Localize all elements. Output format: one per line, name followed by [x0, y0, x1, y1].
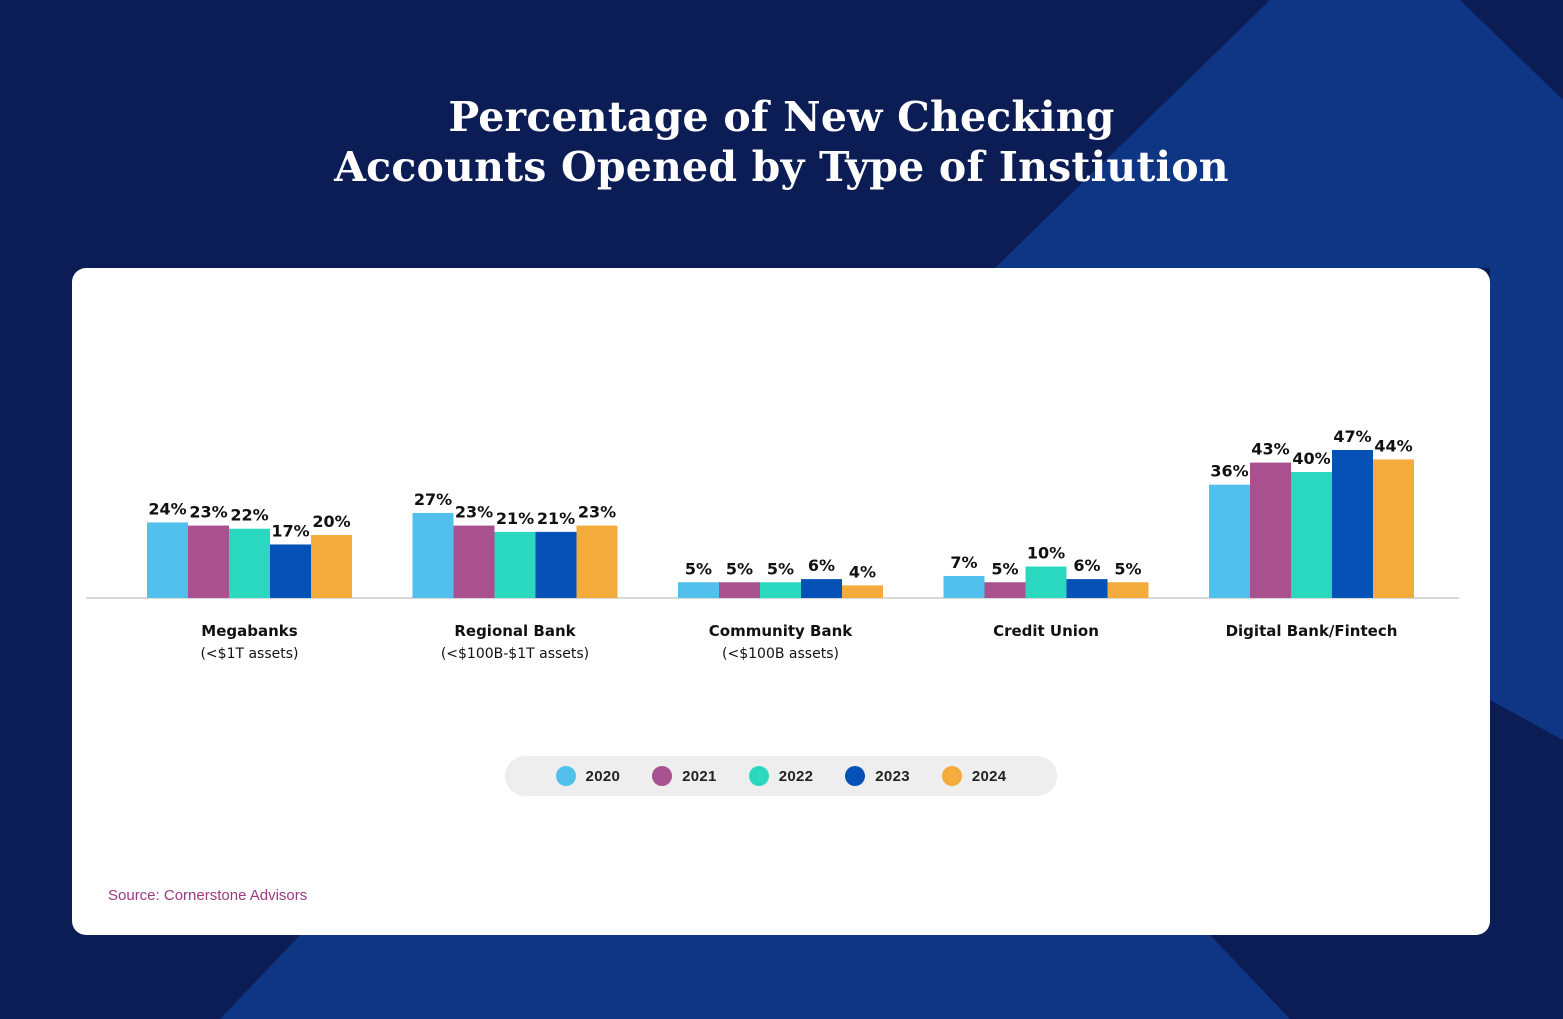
bar-2023 — [270, 544, 311, 598]
legend-label-2022: 2022 — [778, 767, 814, 785]
data-label: 20% — [312, 512, 350, 531]
data-label: 6% — [1073, 556, 1100, 575]
bar-2020 — [678, 582, 719, 598]
category-label: Regional Bank — [454, 622, 576, 640]
bar-2023 — [1332, 450, 1373, 598]
data-label: 43% — [1251, 440, 1289, 459]
legend-item-2022: 2022 — [748, 766, 814, 786]
chart-title-line-2: Accounts Opened by Type of Instiution — [334, 143, 1229, 191]
legend-item-2020: 2020 — [555, 766, 621, 786]
bar-2022 — [229, 528, 270, 598]
bar-2021 — [453, 525, 495, 598]
legend-swatch-2020 — [555, 766, 576, 786]
legend-swatch-2022 — [748, 766, 769, 786]
data-label: 5% — [767, 559, 794, 578]
data-label: 5% — [726, 559, 753, 578]
bar-2024 — [311, 535, 352, 598]
data-label: 23% — [578, 503, 616, 522]
data-label: 44% — [1374, 436, 1412, 455]
data-label: 40% — [1292, 449, 1330, 468]
data-label: 23% — [455, 503, 493, 522]
data-label: 47% — [1333, 427, 1371, 446]
data-label: 21% — [537, 509, 575, 528]
data-label: 4% — [849, 562, 876, 581]
data-label: 17% — [271, 521, 309, 540]
bar-2020 — [412, 512, 454, 598]
chart-card: 24% 23% 22% 17% 20% Megabanks (<$1T assets) 27%… — [72, 268, 1490, 935]
legend-label-2021: 2021 — [682, 767, 717, 785]
bar-2024 — [1373, 459, 1414, 598]
category-label: Community Bank — [709, 622, 853, 640]
bar-2021 — [1250, 462, 1291, 598]
category-sublabel: (<$100B assets) — [722, 646, 839, 662]
data-label: 5% — [685, 559, 712, 578]
background-diagonal-band — [995, 0, 1563, 740]
data-label: 21% — [496, 509, 534, 528]
bar-chart: 24% 23% 22%17% 20%Megabanks(<$1T assets)27%… — [86, 427, 1459, 662]
legend-swatch-2024 — [941, 766, 962, 786]
bar-2021 — [719, 582, 760, 598]
data-label: 6% — [808, 556, 835, 575]
bar-2021 — [984, 582, 1026, 598]
bar-2022 — [1291, 472, 1332, 598]
bar-2022 — [1025, 566, 1067, 598]
bar-2022 — [494, 531, 536, 598]
data-label: 22% — [230, 506, 268, 525]
data-label: 5% — [991, 559, 1018, 578]
data-label: 7% — [950, 553, 977, 572]
legend-item-2023: 2023 — [845, 766, 910, 786]
legend-item-2024: 2024 — [941, 766, 1007, 786]
category-sublabel: (<$100B-$1T assets) — [441, 646, 589, 662]
bar-2021 — [188, 525, 229, 598]
chart-title: Percentage of New Checking Accounts Open… — [0, 92, 1563, 192]
bar-2022 — [760, 582, 801, 598]
legend-label-2023: 2023 — [875, 767, 910, 785]
source-note: Source: Cornerstone Advisors — [108, 887, 308, 904]
data-label: 5% — [1114, 559, 1141, 578]
bar-2024 — [842, 585, 883, 598]
chart-title-line-1: Percentage of New Checking — [448, 93, 1115, 141]
category-sublabel: (<$1T assets) — [200, 646, 298, 662]
legend-label-2024: 2024 — [971, 767, 1007, 785]
bar-2024 — [1107, 582, 1149, 598]
category-label: Credit Union — [993, 622, 1099, 640]
data-label: 27% — [414, 490, 452, 509]
data-label: 24% — [148, 499, 186, 518]
bar-2020 — [147, 522, 188, 598]
category-label: Megabanks — [201, 622, 297, 640]
data-label: 23% — [189, 503, 227, 522]
bar-2024 — [576, 525, 618, 598]
category-label: Digital Bank/Fintech — [1226, 622, 1398, 640]
bar-2023 — [535, 531, 577, 598]
legend-swatch-2023 — [845, 766, 866, 786]
data-label: 36% — [1210, 462, 1248, 481]
background-diagonal-bottom — [220, 935, 1290, 1019]
bar-2023 — [1066, 579, 1108, 598]
bar-2020 — [1209, 484, 1250, 598]
bar-2023 — [801, 579, 842, 598]
chart-legend: 2020 2021 2022 2023 2024 — [505, 756, 1057, 796]
bar-2020 — [943, 575, 985, 598]
legend-swatch-2021 — [652, 766, 673, 786]
legend-item-2021: 2021 — [652, 766, 717, 786]
legend-label-2020: 2020 — [585, 767, 621, 785]
data-label: 10% — [1027, 544, 1065, 563]
